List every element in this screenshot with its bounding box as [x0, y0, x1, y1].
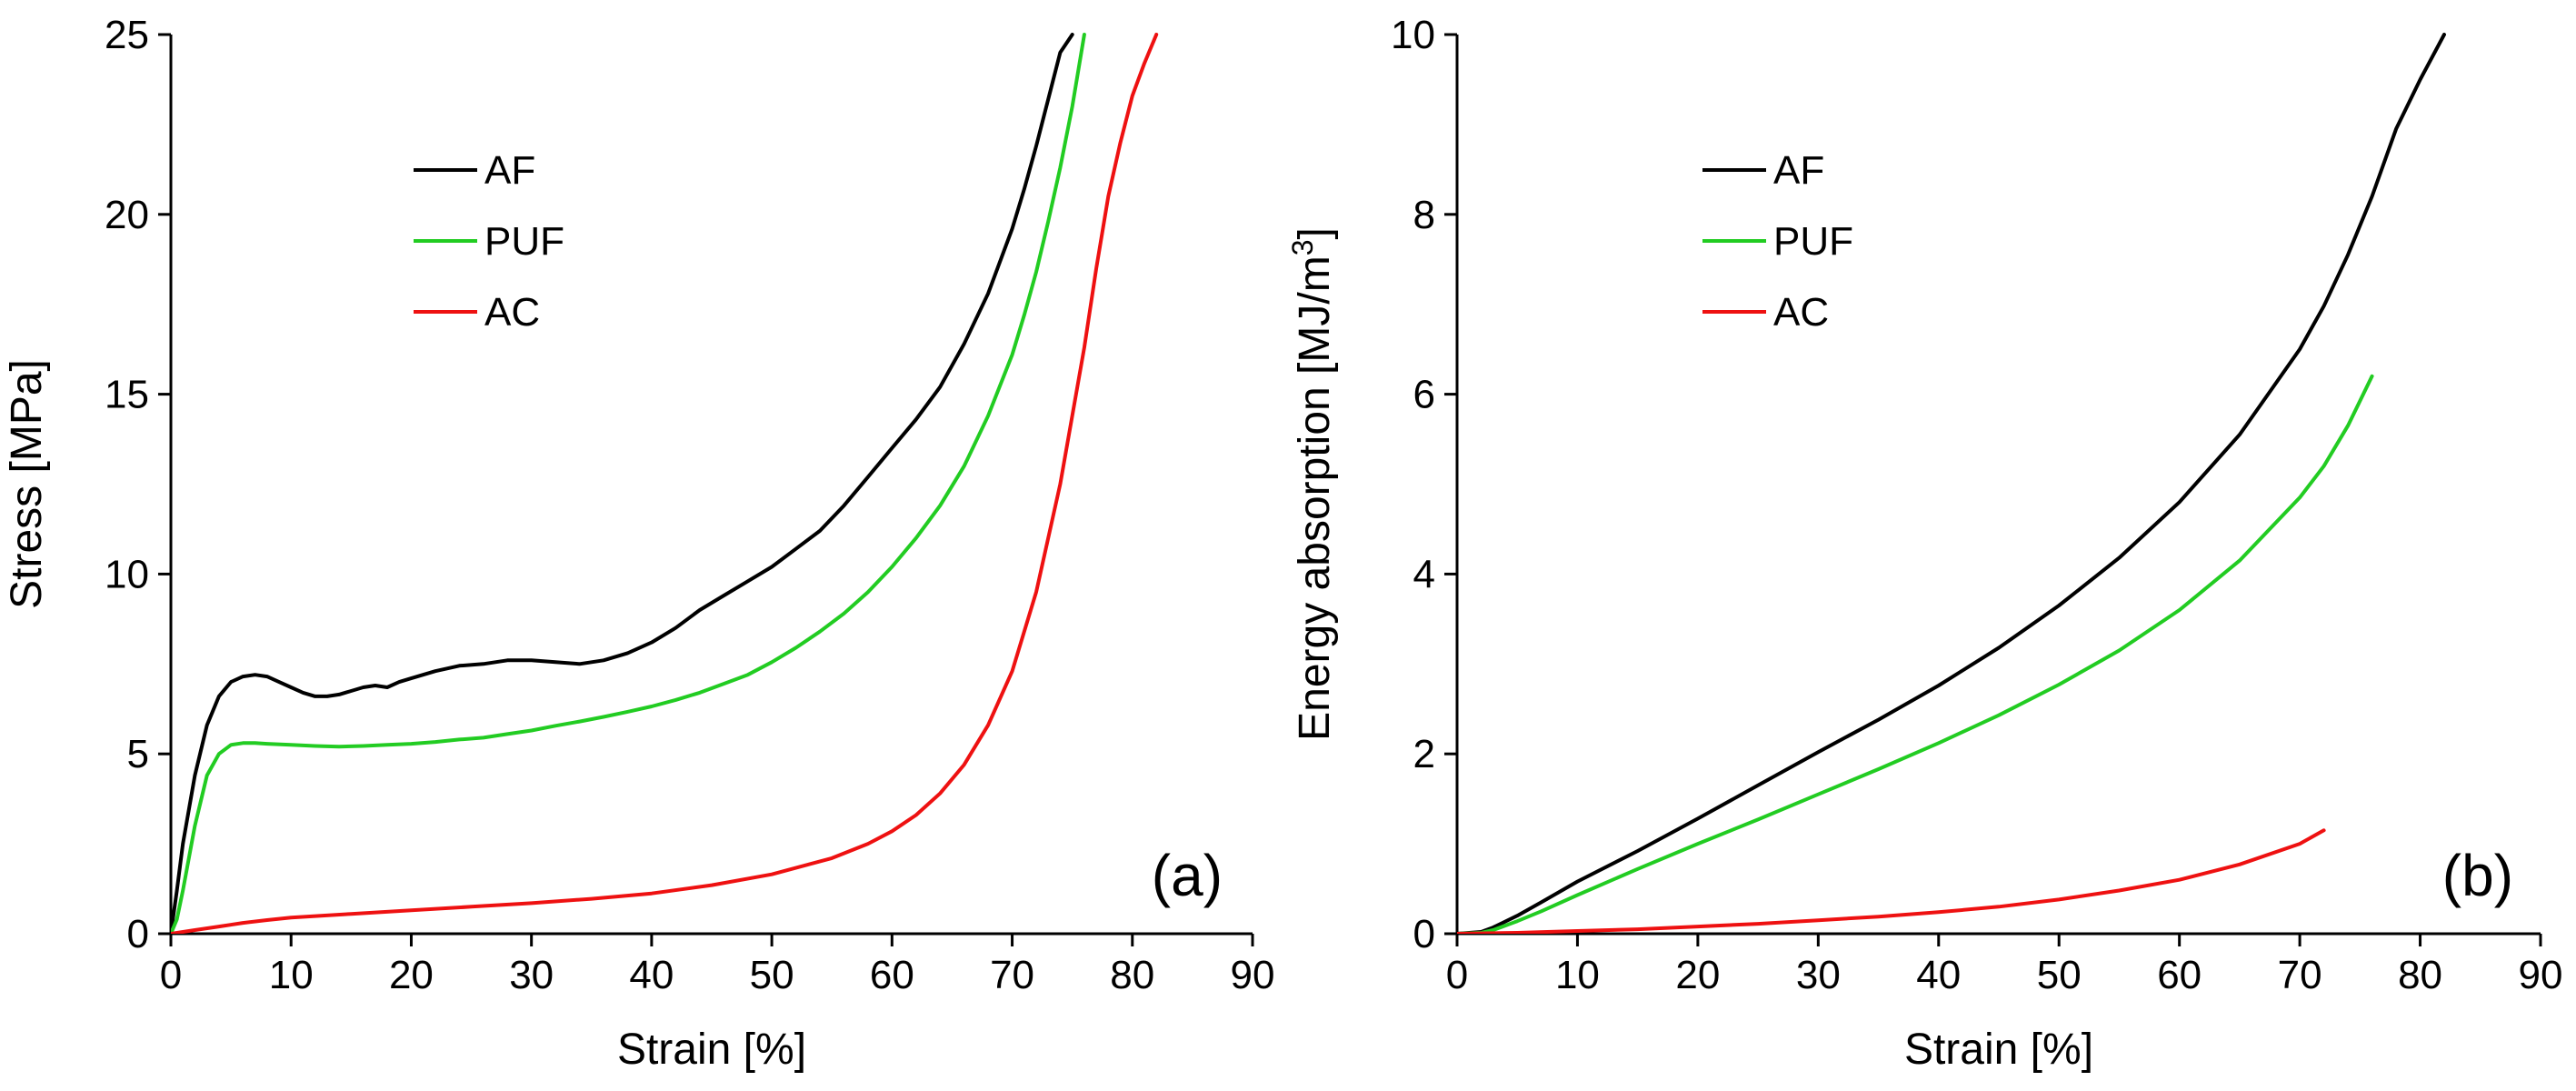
- y-tick-label: 25: [105, 13, 149, 57]
- x-tick-label: 90: [2519, 953, 2563, 997]
- x-axis-title: Strain [%]: [1904, 1026, 2093, 1074]
- panel-b: 0 10 20 30 40 50 60 70 80 90 0 2 4 6 8 10 Strain [%] Ener…: [1286, 13, 2562, 1074]
- x-tick-label: 0: [160, 953, 182, 997]
- panel-a: 0 10 20 30 40 50 60 70 80 90 0 5 10 15 20 25 Strain [%] S…: [3, 13, 1274, 1074]
- series-line-puf: [1457, 374, 2374, 934]
- legend-label-ac: AC: [484, 290, 540, 335]
- y-tick-label: 0: [1413, 912, 1435, 956]
- y-tick-label: 20: [105, 193, 149, 237]
- x-tick-label: 70: [2278, 953, 2322, 997]
- panel-label: (b): [2442, 843, 2513, 908]
- y-tick-label: 2: [1413, 732, 1435, 776]
- x-tick-label: 40: [1916, 953, 1961, 997]
- x-tick-label: 40: [629, 953, 674, 997]
- x-tick-label: 60: [870, 953, 914, 997]
- series-line-ac: [1457, 828, 2326, 934]
- y-tick-label: 10: [105, 552, 149, 596]
- y-axis-title: Energy absorption [MJ/m3]: [1286, 227, 1339, 741]
- y-tick-label: 4: [1413, 552, 1435, 596]
- x-axis-title: Strain [%]: [617, 1026, 806, 1074]
- legend-label-af: AF: [484, 148, 535, 193]
- x-tick-label: 30: [1796, 953, 1841, 997]
- y-tick-label: 10: [1391, 13, 1435, 57]
- series-line-af: [1457, 33, 2446, 934]
- legend-label-af: AF: [1773, 148, 1824, 193]
- x-tick-label: 10: [269, 953, 314, 997]
- y-tick-label: 15: [105, 373, 149, 417]
- x-tick-label: 60: [2157, 953, 2202, 997]
- x-tick-label: 90: [1231, 953, 1275, 997]
- x-tick-label: 50: [750, 953, 794, 997]
- x-tick-label: 20: [389, 953, 434, 997]
- x-tick-label: 50: [2037, 953, 2082, 997]
- x-tick-label: 10: [1555, 953, 1600, 997]
- series-line-ac: [171, 33, 1159, 934]
- x-tick-label: 80: [1110, 953, 1154, 997]
- y-tick-label: 0: [127, 912, 149, 956]
- x-tick-label: 80: [2398, 953, 2442, 997]
- y-tick-label: 8: [1413, 193, 1435, 237]
- y-tick-label: 5: [127, 732, 149, 776]
- series-line-puf: [171, 33, 1086, 934]
- x-tick-label: 20: [1675, 953, 1720, 997]
- series-line-af: [171, 33, 1074, 934]
- legend-label-ac: AC: [1773, 290, 1829, 335]
- legend-label-puf: PUF: [1773, 219, 1853, 264]
- legend-label-puf: PUF: [484, 219, 564, 264]
- x-tick-label: 30: [509, 953, 554, 997]
- panel-label: (a): [1152, 843, 1223, 908]
- y-tick-label: 6: [1413, 373, 1435, 417]
- x-tick-label: 70: [990, 953, 1034, 997]
- x-tick-label: 0: [1446, 953, 1468, 997]
- y-axis-title: Stress [MPa]: [3, 359, 51, 609]
